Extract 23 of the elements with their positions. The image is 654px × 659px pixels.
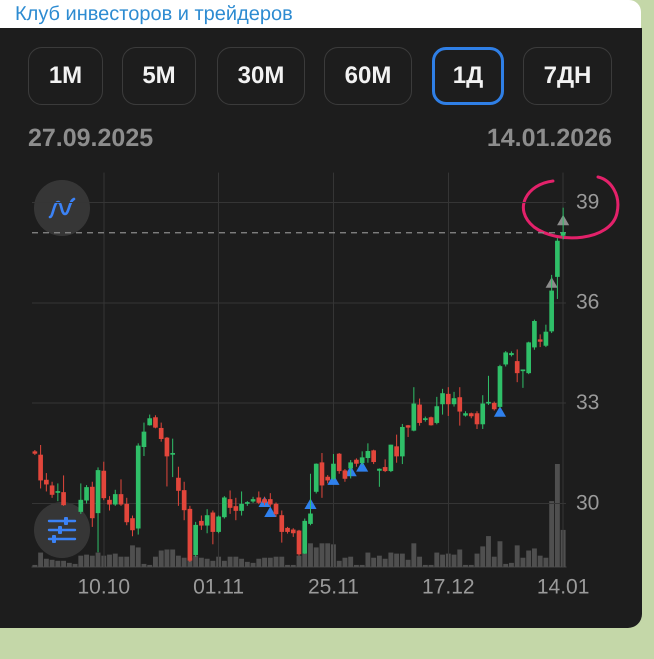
candlestick [250, 496, 256, 504]
x-tick-label: 17.12 [422, 575, 475, 598]
period-button[interactable]: 7ДН [523, 47, 612, 105]
period-button[interactable]: 5М [122, 47, 196, 105]
period-button[interactable]: 1М [28, 47, 103, 105]
point [264, 506, 276, 518]
candlestick [56, 482, 60, 502]
text: Клуб инвесторов и трейдеров [15, 3, 293, 25]
candlestick [244, 500, 250, 506]
period-button[interactable]: 30М [217, 47, 305, 105]
text: 14.01.2026 [486, 124, 612, 152]
period-button[interactable]: 60М [324, 47, 412, 105]
y-tick-label: 30 [576, 491, 600, 514]
y-tick-label: 36 [576, 290, 600, 314]
x-tick-label: 10.10 [77, 575, 130, 598]
y-tick-label: 39 [576, 190, 600, 214]
y-tick-label: 33 [576, 391, 600, 414]
period-button[interactable]: 1Д [432, 47, 504, 105]
x-tick-label: 14.01 [536, 575, 590, 598]
x-tick-label: 25.11 [308, 575, 359, 598]
x-tick-label: 01.11 [193, 575, 244, 598]
text: 27.09.2025 [28, 124, 154, 152]
point [494, 406, 506, 417]
